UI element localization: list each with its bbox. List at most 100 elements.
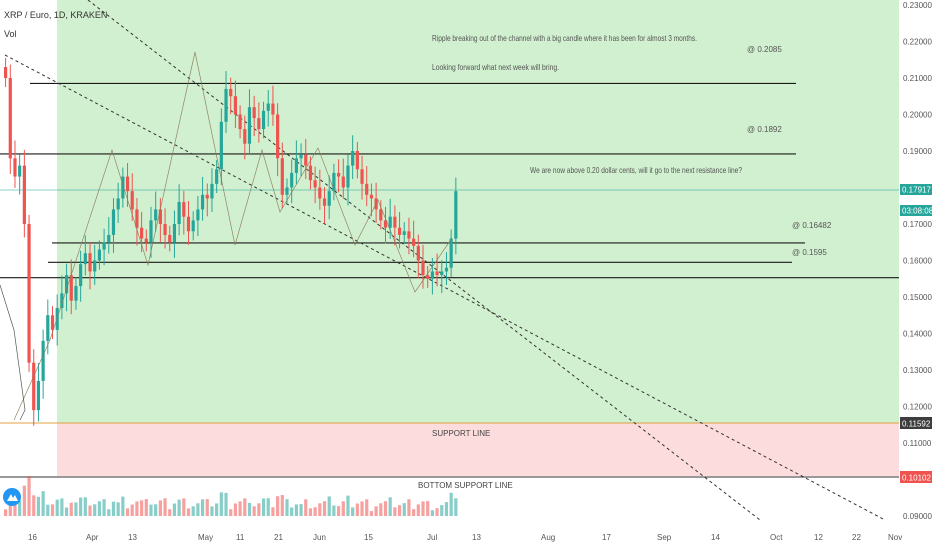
- candle-body[interactable]: [416, 245, 420, 261]
- candle-body[interactable]: [407, 231, 411, 239]
- candle-body[interactable]: [421, 260, 425, 276]
- candle-body[interactable]: [116, 198, 120, 210]
- candle-body[interactable]: [215, 169, 219, 184]
- candle-body[interactable]: [111, 209, 116, 235]
- candle-body[interactable]: [144, 238, 148, 243]
- candle-body[interactable]: [191, 220, 195, 232]
- candle-body[interactable]: [205, 194, 209, 199]
- candle-body[interactable]: [125, 176, 130, 192]
- candle-body[interactable]: [322, 198, 327, 206]
- candle-body[interactable]: [107, 234, 111, 243]
- candle-body[interactable]: [140, 227, 144, 239]
- candle-body[interactable]: [74, 286, 78, 301]
- candle-body[interactable]: [8, 78, 12, 159]
- candle-body[interactable]: [402, 231, 406, 235]
- candle-body[interactable]: [50, 315, 55, 330]
- candle-body[interactable]: [383, 220, 388, 228]
- candles[interactable]: [4, 57, 458, 426]
- time-axis[interactable]: 16 Apr 13 May 11 21 Jun 15 Jul 13 Aug 17 Sep 14 Oct 12 2…: [28, 533, 902, 542]
- candle-body[interactable]: [18, 165, 22, 177]
- candle-body[interactable]: [83, 253, 87, 265]
- candle-body[interactable]: [93, 260, 97, 272]
- candle-body[interactable]: [435, 271, 439, 276]
- candle-body[interactable]: [271, 103, 275, 115]
- candle-body[interactable]: [412, 238, 416, 246]
- candle-body[interactable]: [276, 114, 280, 159]
- candle-body[interactable]: [172, 224, 177, 243]
- candle-body[interactable]: [365, 183, 369, 195]
- channel-lower-line[interactable]: [4, 54, 886, 521]
- candle-body[interactable]: [261, 110, 266, 130]
- candle-body[interactable]: [430, 271, 434, 279]
- candle-body[interactable]: [177, 202, 181, 224]
- candle-body[interactable]: [454, 191, 458, 239]
- candle-body[interactable]: [285, 187, 289, 195]
- candle-body[interactable]: [369, 194, 374, 199]
- candle-body[interactable]: [444, 267, 449, 272]
- candle-body[interactable]: [135, 209, 139, 228]
- candle-body[interactable]: [196, 209, 200, 221]
- candle-body[interactable]: [88, 253, 92, 272]
- channel-upper-line[interactable]: [87, 0, 761, 521]
- candle-body[interactable]: [336, 172, 341, 177]
- candle-body[interactable]: [294, 158, 298, 173]
- candle-body[interactable]: [308, 165, 313, 181]
- candle-body[interactable]: [64, 275, 69, 294]
- candle-body[interactable]: [102, 242, 106, 250]
- candle-body[interactable]: [229, 88, 233, 97]
- candle-body[interactable]: [332, 172, 336, 192]
- candle-body[interactable]: [210, 183, 214, 199]
- tradingview-logo-icon[interactable]: [3, 488, 21, 506]
- candle-body[interactable]: [313, 180, 317, 188]
- candle-body[interactable]: [327, 191, 331, 206]
- candle-body[interactable]: [388, 216, 392, 228]
- candle-body[interactable]: [168, 234, 172, 243]
- candle-body[interactable]: [219, 121, 223, 170]
- candle-body[interactable]: [36, 380, 41, 411]
- candle-body[interactable]: [351, 151, 355, 166]
- candle-body[interactable]: [4, 67, 8, 78]
- candle-body[interactable]: [22, 165, 26, 224]
- candle-body[interactable]: [97, 249, 101, 261]
- candle-body[interactable]: [46, 315, 50, 341]
- candle-body[interactable]: [360, 169, 364, 184]
- channel-lines[interactable]: [4, 0, 886, 521]
- candle-body[interactable]: [341, 176, 345, 188]
- candle-body[interactable]: [304, 154, 308, 166]
- candle-body[interactable]: [121, 176, 125, 199]
- candle-body[interactable]: [149, 220, 153, 243]
- candle-body[interactable]: [299, 154, 303, 159]
- candle-body[interactable]: [257, 118, 261, 130]
- candle-body[interactable]: [393, 216, 397, 228]
- candle-body[interactable]: [397, 227, 402, 235]
- candle-body[interactable]: [163, 224, 167, 235]
- candle-body[interactable]: [233, 96, 238, 115]
- horizontal-levels[interactable]: [0, 82, 899, 279]
- candle-body[interactable]: [200, 194, 205, 210]
- candle-body[interactable]: [346, 165, 350, 188]
- candle-body[interactable]: [186, 216, 191, 232]
- candle-body[interactable]: [60, 293, 64, 308]
- candle-body[interactable]: [355, 151, 359, 170]
- price-axis[interactable]: 0.230000.220000.210000.200000.190000.180…: [903, 1, 932, 521]
- candle-body[interactable]: [41, 340, 45, 381]
- candle-body[interactable]: [290, 172, 294, 188]
- candle-body[interactable]: [426, 275, 430, 279]
- candle-body[interactable]: [69, 275, 73, 301]
- candle-body[interactable]: [318, 187, 322, 199]
- candle-body[interactable]: [130, 191, 134, 210]
- candle-body[interactable]: [224, 88, 228, 122]
- candle-body[interactable]: [238, 114, 242, 130]
- candle-body[interactable]: [440, 271, 444, 276]
- candle-body[interactable]: [449, 238, 453, 268]
- candle-body[interactable]: [79, 264, 83, 287]
- candle-body[interactable]: [13, 158, 17, 177]
- candle-body[interactable]: [243, 129, 247, 144]
- candle-body[interactable]: [280, 158, 284, 195]
- candle-body[interactable]: [158, 209, 162, 224]
- candle-body[interactable]: [27, 224, 31, 363]
- candle-body[interactable]: [379, 209, 383, 221]
- candle-body[interactable]: [252, 107, 256, 119]
- candle-body[interactable]: [154, 209, 158, 221]
- candle-body[interactable]: [32, 362, 36, 411]
